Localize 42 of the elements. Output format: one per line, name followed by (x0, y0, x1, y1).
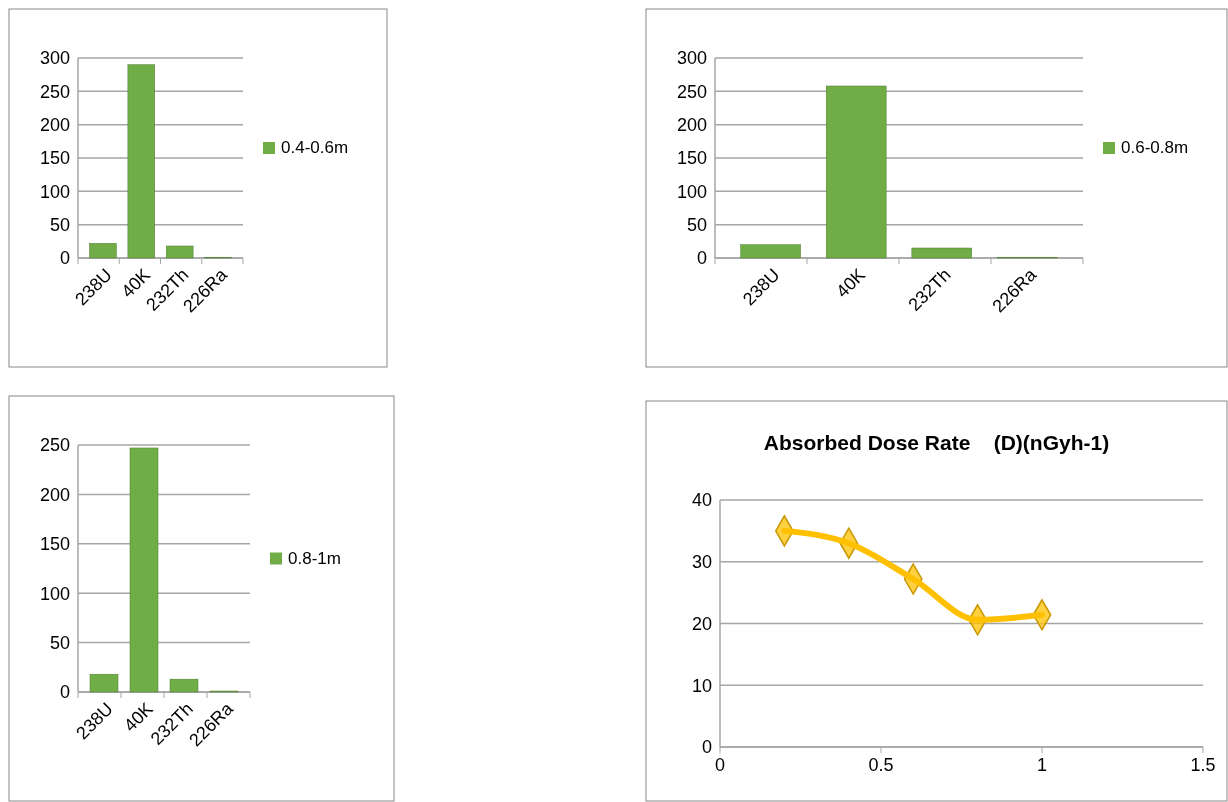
y-tick-label: 0 (59, 682, 70, 703)
y-tick-label: 100 (39, 583, 70, 604)
bar (127, 64, 155, 259)
y-tick-label: 50 (49, 632, 70, 653)
x-tick-label: 1 (1036, 755, 1048, 775)
y-tick-label: 0 (696, 248, 707, 269)
y-tick-label: 250 (676, 81, 707, 102)
legend-label: 0.4-0.6m (281, 138, 349, 157)
legend-label: 0.6-0.8m (1121, 138, 1189, 157)
y-tick-label: 50 (686, 214, 707, 235)
bar (129, 447, 159, 693)
y-tick-label: 200 (39, 484, 70, 505)
legend-label: 0.8-1m (288, 548, 341, 568)
bar (169, 678, 199, 693)
y-tick-label: 0 (59, 248, 70, 269)
y-tick-label: 150 (39, 534, 70, 555)
y-tick-label: 250 (39, 435, 70, 456)
y-tick-label: 30 (691, 552, 712, 573)
bar (911, 247, 972, 259)
y-tick-label: 250 (39, 81, 70, 102)
y-tick-label: 300 (39, 48, 70, 69)
bar (740, 244, 801, 259)
y-tick-label: 100 (39, 181, 70, 202)
bar (89, 243, 117, 259)
chart-title: Absorbed Dose Rate (D)(nGyh-1) (763, 431, 1110, 454)
y-tick-label: 300 (676, 48, 707, 69)
y-tick-label: 10 (691, 675, 712, 696)
x-tick-label: 40K (832, 264, 870, 302)
bar (89, 673, 119, 693)
y-tick-label: 100 (676, 181, 707, 202)
x-tick-label: 0 (714, 755, 726, 775)
y-tick-label: 150 (676, 148, 707, 169)
y-tick-label: 50 (49, 214, 70, 235)
y-tick-label: 40 (691, 490, 712, 511)
bar (826, 85, 887, 259)
y-tick-label: 20 (691, 613, 712, 634)
x-tick-label: 1.5 (1190, 755, 1216, 775)
x-tick-label: 0.5 (868, 755, 894, 775)
bar (166, 245, 194, 259)
y-tick-label: 200 (39, 114, 70, 135)
y-tick-label: 200 (676, 114, 707, 135)
y-tick-label: 150 (39, 148, 70, 169)
